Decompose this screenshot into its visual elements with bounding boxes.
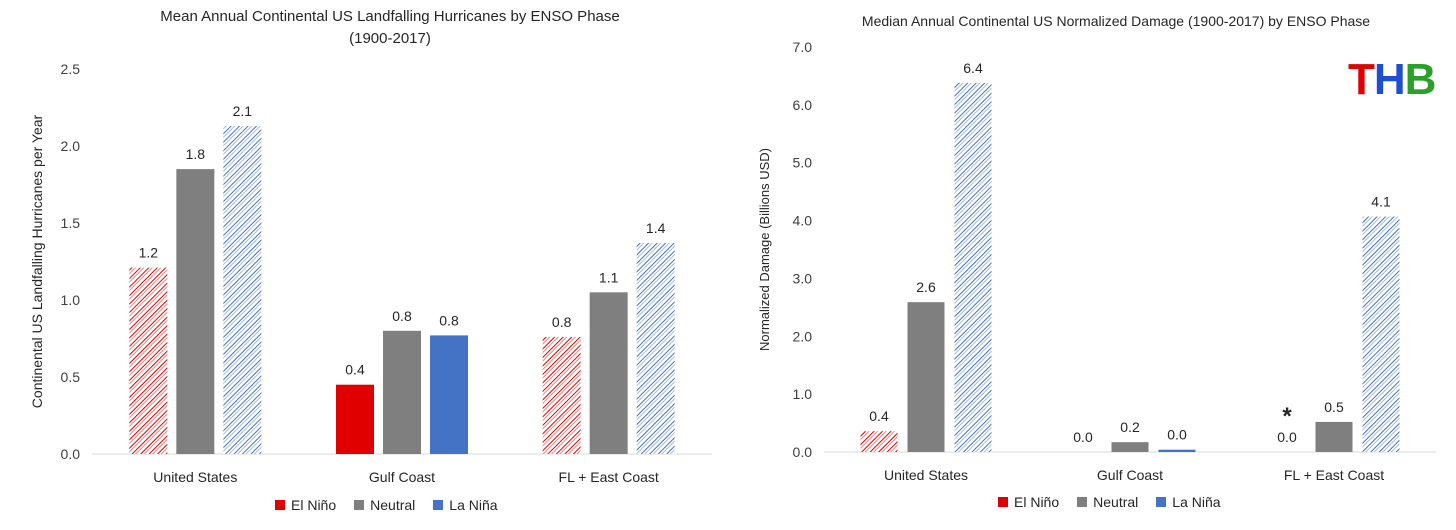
legend-swatch [1077,497,1088,507]
bar-la-nina [223,125,262,454]
y-tick-label: 2.0 [793,328,813,344]
legend-label: Neutral [1093,494,1139,510]
logo-letter: H [1373,55,1406,104]
y-tick-label: 3.0 [793,270,813,286]
bar-neutral [383,330,421,454]
bar-la-nina [1362,216,1400,452]
y-tick-label: 0.0 [61,446,81,462]
bar-la-nina [636,243,675,454]
legend: El Niño Neutral La Niña [998,494,1221,510]
y-tick-label: 1.0 [61,292,81,308]
bar-neutral [176,169,215,454]
legend-swatch [998,497,1008,507]
legend-label: Neutral [370,497,416,513]
legend-label: El Niño [1014,494,1060,510]
annotation-asterisk: * [1282,403,1292,430]
bar-neutral [1315,421,1353,452]
bar-la-nina [1158,449,1196,452]
x-tick-label: FL + East Coast [559,469,659,485]
data-label: 0.0 [1073,429,1093,445]
data-label: 2.1 [233,103,253,119]
data-label: 0.8 [392,308,412,324]
data-label: 1.2 [139,245,159,261]
data-label: 0.5 [1324,399,1344,415]
data-label: 0.0 [1167,427,1187,443]
legend-swatch [275,500,285,510]
legend-item-el-nino: El Niño [275,497,336,513]
data-label: 1.8 [186,146,206,162]
x-tick-label: Gulf Coast [1097,467,1163,483]
bar-neutral [1111,442,1149,452]
legend-item-la-nina: La Niña [433,497,498,513]
y-tick-label: 0.0 [793,444,813,460]
legend-label: La Niña [1172,494,1221,510]
bar-neutral [589,292,628,454]
bar-la-nina [954,82,992,452]
legend-label: La Niña [449,497,498,513]
bar-el-nino [860,431,898,452]
legend-item-neutral: Neutral [1077,494,1138,510]
x-tick-label: United States [153,469,237,485]
y-axis-label: Normalized Damage (Billions USD) [757,148,772,351]
bar-neutral [907,302,945,452]
bar-el-nino [336,384,374,454]
data-label: 0.0 [1277,429,1297,445]
y-tick-label: 2.0 [61,138,81,154]
legend: El Niño Neutral La Niña [275,497,498,513]
legend-swatch [1156,497,1167,507]
data-label: 1.1 [599,269,619,285]
bar-el-nino [129,267,168,454]
bar-la-nina [430,335,468,454]
chart-svg-damage: 0.0 1.0 2.0 3.0 4.0 5.0 6.0 7.0 Normalized Damag… [757,39,1436,483]
data-label: 6.4 [963,60,983,76]
x-tick-label: United States [884,467,968,483]
data-label: 0.2 [1120,419,1140,435]
legend-item-el-nino: El Niño [998,494,1059,510]
legend-swatch [433,500,444,510]
data-label: 0.8 [439,312,459,328]
x-tick-label: FL + East Coast [1284,467,1384,483]
logo-letter: T [1348,55,1375,104]
y-tick-label: 4.0 [793,213,813,229]
y-tick-label: 1.0 [793,386,813,402]
chart-panel-hurricanes: Mean Annual Continental US Landfalling H… [0,0,720,530]
legend-item-la-nina: La Niña [1156,494,1221,510]
chart-svg-hurricanes: 0.0 0.5 1.0 1.5 2.0 2.5 Continental US Landfal… [29,61,712,485]
data-label: 1.4 [646,220,666,236]
logo-letter: B [1404,55,1437,104]
y-tick-label: 7.0 [793,39,813,55]
thb-logo: THB [1348,55,1437,104]
chart-title: Median Annual Continental US Normalized … [861,13,1371,29]
y-tick-label: 6.0 [793,97,813,113]
y-tick-label: 5.0 [793,155,813,171]
y-axis-label: Continental US Landfalling Hurricanes pe… [29,114,45,408]
data-label: 2.6 [916,279,936,295]
y-tick-label: 2.5 [61,61,81,77]
bar-el-nino [542,336,581,454]
chart-panel-damage: Median Annual Continental US Normalized … [736,0,1456,530]
data-label: 0.4 [869,408,889,424]
data-label: 4.1 [1371,194,1391,210]
legend-label: El Niño [291,497,337,513]
y-tick-label: 0.5 [61,369,81,385]
legend-item-neutral: Neutral [354,497,415,513]
legend-swatch [354,500,365,510]
chart-title: Mean Annual Continental US Landfalling H… [160,8,620,47]
data-label: 0.4 [345,362,365,378]
x-tick-label: Gulf Coast [369,469,435,485]
data-label: 0.8 [552,314,572,330]
y-tick-label: 1.5 [61,215,81,231]
